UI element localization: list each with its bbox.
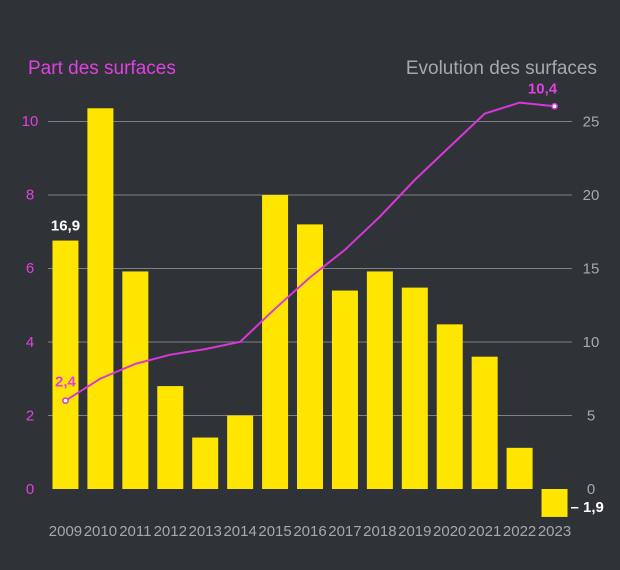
line-data-label: 2,4 <box>55 374 77 391</box>
x-tick-label: 2023 <box>538 523 571 540</box>
line-series <box>62 101 558 405</box>
bar <box>471 356 498 489</box>
bar <box>331 290 358 489</box>
left-tick-label: 8 <box>26 187 34 204</box>
bar <box>87 108 114 490</box>
bar <box>122 271 149 489</box>
x-tick-label: 2013 <box>189 523 222 540</box>
x-tick-label: 2020 <box>433 523 466 540</box>
right-tick-label: 25 <box>583 114 600 131</box>
left-tick-label: 4 <box>26 334 34 351</box>
x-tick-label: 2010 <box>84 523 117 540</box>
bar <box>227 415 254 489</box>
x-tick-label: 2009 <box>49 523 82 540</box>
right-tick-label: 0 <box>587 481 595 498</box>
left-tick-label: 2 <box>26 407 34 424</box>
x-tick-label: 2014 <box>223 523 256 540</box>
right-tick-label: 5 <box>587 408 595 425</box>
axes: Part des surfaces Evolution des surfaces… <box>22 58 600 540</box>
left-axis-title: Part des surfaces <box>28 58 176 79</box>
bars <box>52 108 568 517</box>
bar <box>506 447 533 489</box>
right-tick-label: 10 <box>583 334 600 351</box>
bar-data-label: 16,9 <box>51 218 80 235</box>
right-tick-label: 20 <box>583 187 600 204</box>
x-tick-label: 2018 <box>363 523 396 540</box>
data-labels: 16,9 – 1,9 2,4 10,4 <box>51 80 604 516</box>
x-tick-label: 2017 <box>328 523 361 540</box>
x-tick-label: 2011 <box>119 523 151 540</box>
bar <box>297 224 323 489</box>
x-tick-label: 2015 <box>258 523 291 540</box>
bar <box>541 489 568 517</box>
bar <box>262 195 289 489</box>
left-tick-label: 6 <box>26 260 34 277</box>
x-tick-label: 2019 <box>398 523 431 540</box>
x-tick-label: 2021 <box>468 523 501 540</box>
line-point <box>62 397 69 405</box>
x-tick-label: 2016 <box>293 523 326 540</box>
left-tick-label: 0 <box>26 481 34 498</box>
bar <box>157 386 184 489</box>
bar <box>401 287 428 489</box>
right-axis-title: Evolution des surfaces <box>406 58 597 79</box>
bar <box>436 324 463 489</box>
line-path <box>64 101 555 402</box>
x-tick-label: 2022 <box>503 523 536 540</box>
bar <box>52 240 79 489</box>
x-tick-label: 2012 <box>154 523 187 540</box>
bar <box>192 437 219 489</box>
right-tick-label: 15 <box>583 261 600 278</box>
bar <box>366 271 393 489</box>
line-point <box>551 102 558 110</box>
left-tick-label: 10 <box>22 113 39 130</box>
line-data-label: 10,4 <box>528 80 558 97</box>
bar-data-label: – 1,9 <box>571 499 604 516</box>
